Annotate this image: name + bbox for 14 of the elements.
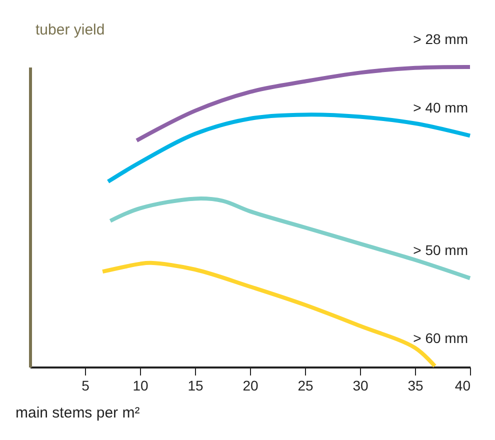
x-tick-label: 30 <box>352 378 368 394</box>
series-label: > 50 mm <box>413 242 468 258</box>
series-label: > 60 mm <box>413 330 468 346</box>
series-label: > 40 mm <box>413 100 468 116</box>
x-tick-label: 5 <box>82 378 90 394</box>
x-axis-title: main stems per m² <box>16 404 140 422</box>
x-tick-label: 25 <box>298 378 314 394</box>
y-axis-title: tuber yield <box>36 22 105 38</box>
series-label: > 28 mm <box>413 31 468 47</box>
x-tick-label: 35 <box>408 378 424 394</box>
x-tick-label: 10 <box>132 378 148 394</box>
x-tick-label: 15 <box>188 378 204 394</box>
x-tick-label: 40 <box>454 378 471 394</box>
x-tick-label: 20 <box>242 378 258 394</box>
